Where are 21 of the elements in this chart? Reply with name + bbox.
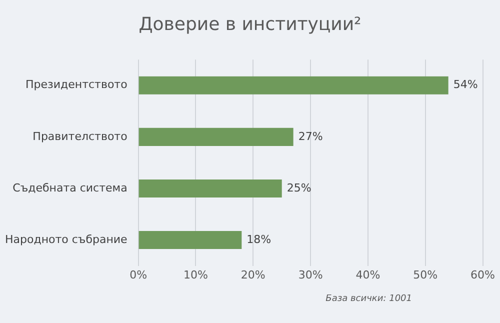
text: База всички: 1001 — [326, 294, 412, 304]
data-label: 54% — [453, 78, 478, 92]
x-tick-label: 20% — [240, 268, 266, 282]
data-label: 25% — [286, 181, 312, 194]
bar — [138, 231, 242, 250]
y-tick-label: Президентството — [26, 78, 128, 92]
y-tick-label: Народното събрание — [4, 232, 128, 246]
x-tick-label: 0% — [130, 268, 148, 282]
x-tick-label: 10% — [184, 268, 208, 282]
x-tick-label: 40% — [356, 268, 380, 282]
data-label: 27% — [298, 130, 323, 143]
bar — [138, 76, 448, 94]
x-tick-label: 30% — [298, 268, 323, 282]
y-tick-label: Съдебната система — [12, 181, 128, 194]
data-label: 18% — [246, 232, 272, 246]
y-tick-label: Правителството — [32, 130, 128, 143]
bar — [138, 179, 282, 198]
x-tick-label: 60% — [470, 268, 495, 282]
chart-title: Доверие в институции² — [138, 14, 362, 35]
bar — [138, 128, 294, 146]
x-tick-label: 50% — [413, 268, 438, 282]
